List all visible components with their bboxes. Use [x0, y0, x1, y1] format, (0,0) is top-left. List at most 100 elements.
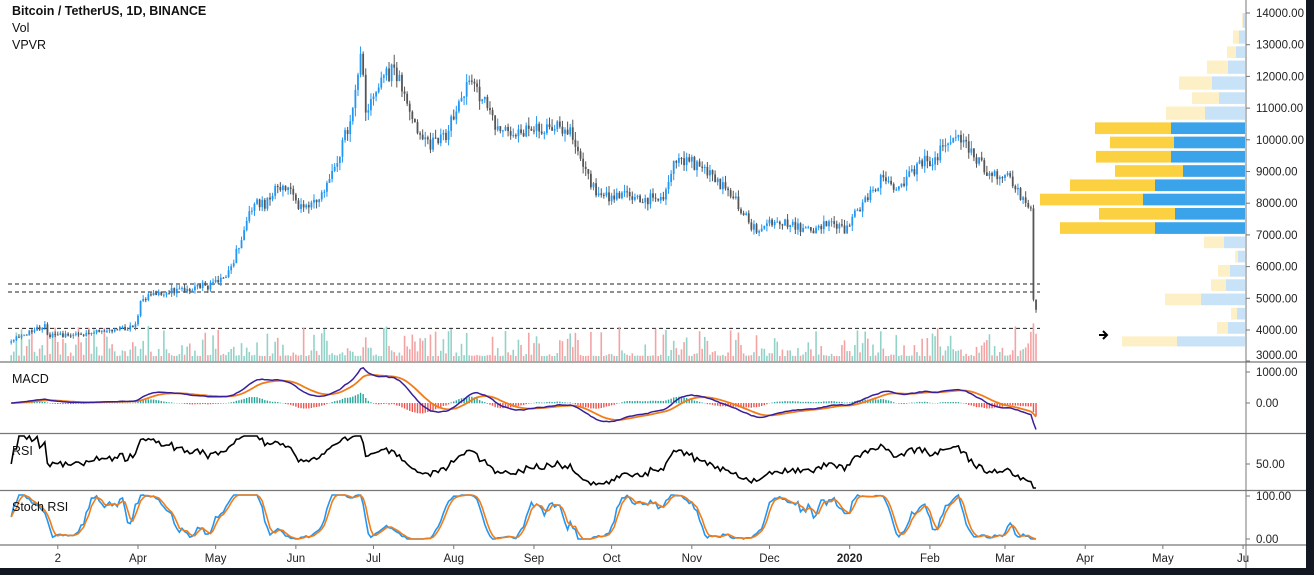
candle-body [980, 157, 983, 161]
macd-histogram-bar [786, 401, 789, 404]
candle-body [401, 74, 403, 92]
candle-body [791, 221, 794, 226]
volume-bar [207, 355, 209, 361]
candle-body [447, 130, 450, 140]
candle-body [483, 96, 486, 100]
macd-histogram-bar [660, 400, 662, 404]
volume-bar [986, 340, 988, 361]
time-tick-label: May [205, 553, 227, 565]
macd-histogram-bar [610, 403, 613, 406]
macd-histogram-bar [248, 397, 250, 404]
volume-bar [44, 355, 46, 361]
candle-body [887, 180, 890, 182]
macd-histogram-bar [688, 398, 690, 404]
volume-bar [502, 355, 504, 361]
volume-bar [929, 355, 931, 361]
candle-body [126, 329, 129, 331]
macd-histogram-bar [755, 403, 758, 408]
rsi-label[interactable]: RSI [12, 444, 33, 458]
volume-bar [196, 355, 199, 361]
time-tick-label: 2020 [837, 553, 863, 565]
volume-bar [913, 345, 916, 361]
volume-bar [1030, 331, 1032, 361]
volume-bar [243, 355, 245, 361]
macd-histogram-bar [80, 403, 82, 404]
macd-histogram-bar [673, 397, 675, 404]
candle-body [701, 166, 704, 168]
macd-histogram-bar [1006, 403, 1009, 406]
macd-histogram-bar [817, 401, 820, 404]
candle-body [1006, 173, 1009, 176]
volume-bar [51, 331, 54, 361]
macd-histogram-bar [486, 403, 489, 404]
rsi-line [10, 434, 1036, 489]
candle-body [553, 129, 556, 131]
candle-body [168, 293, 170, 295]
candle-body [499, 126, 502, 131]
volume-bar [209, 354, 212, 361]
macd-histogram-bar [654, 400, 657, 404]
candle-body [74, 333, 77, 335]
volume-bar [817, 354, 820, 361]
macd-histogram-bar [346, 397, 349, 404]
volume-bar [214, 348, 217, 361]
candle-body [602, 194, 605, 196]
candle-body [214, 279, 217, 282]
candle-body [181, 287, 183, 289]
candle-body [954, 137, 957, 139]
candle-body [80, 333, 82, 335]
macd-histogram-bar [429, 403, 432, 412]
macd-histogram-bar [859, 400, 861, 404]
macd-histogram-bar [57, 403, 59, 404]
volume-bar [965, 353, 967, 361]
volume-bar [305, 355, 308, 361]
volume-bar [72, 355, 75, 361]
vpvr-up-bar [1238, 250, 1245, 263]
macd-histogram-bar [903, 403, 905, 405]
candle-body [93, 332, 95, 334]
candle-body [760, 228, 763, 232]
volume-bar [776, 341, 779, 361]
macd-histogram-bar [1027, 403, 1029, 407]
stoch-rsi-label[interactable]: Stoch RSI [12, 500, 69, 514]
candle-body [357, 74, 359, 90]
candle-body [129, 325, 132, 330]
candle-body [292, 188, 295, 195]
volume-bar [641, 355, 644, 361]
volume-bar [693, 353, 696, 361]
candle-body [458, 101, 460, 112]
candle-body [10, 341, 13, 343]
volume-bar [150, 351, 152, 361]
candle-body [727, 188, 729, 191]
macd-histogram-bar [362, 394, 364, 404]
vpvr-down-bar [1165, 293, 1201, 306]
candle-body [468, 80, 471, 83]
volume-bar [54, 327, 56, 361]
candle-body [618, 192, 621, 199]
candle-body [95, 330, 98, 333]
volume-bar [25, 346, 28, 361]
candle-body [797, 223, 799, 230]
volume-bar [308, 355, 310, 361]
volume-bar [540, 355, 543, 361]
volume-bar [147, 326, 150, 361]
volume-bar [121, 350, 124, 361]
candle-body [59, 333, 62, 335]
macd-histogram-bar [72, 403, 74, 404]
volume-indicator-label[interactable]: Vol [12, 21, 30, 35]
vpvr-indicator-label[interactable]: VPVR [12, 38, 47, 52]
candle-body [491, 110, 494, 116]
macd-histogram-bar [838, 401, 841, 404]
candle-body [652, 193, 654, 198]
macd-label[interactable]: MACD [12, 372, 49, 386]
macd-histogram-bar [489, 403, 491, 405]
macd-histogram-bar [497, 403, 499, 408]
candle-body [1024, 197, 1027, 203]
time-tick-label: 2 [55, 553, 61, 565]
candle-body [991, 173, 993, 176]
macd-histogram-bar [403, 403, 406, 409]
macd-histogram-bar [887, 400, 890, 404]
candle-body [646, 198, 649, 205]
volume-bar [178, 354, 181, 361]
